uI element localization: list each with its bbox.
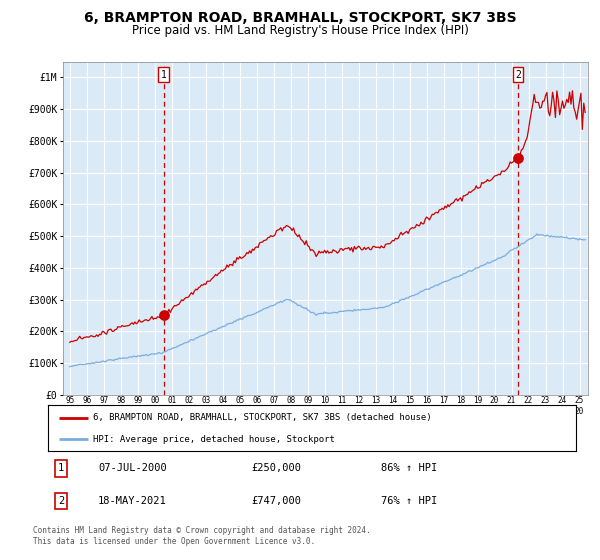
Text: £747,000: £747,000 — [251, 496, 301, 506]
Text: HPI: Average price, detached house, Stockport: HPI: Average price, detached house, Stoc… — [93, 435, 335, 444]
Text: 18-MAY-2021: 18-MAY-2021 — [98, 496, 167, 506]
Text: 1: 1 — [58, 464, 64, 473]
Text: 1: 1 — [161, 70, 167, 80]
Text: 6, BRAMPTON ROAD, BRAMHALL, STOCKPORT, SK7 3BS (detached house): 6, BRAMPTON ROAD, BRAMHALL, STOCKPORT, S… — [93, 413, 431, 422]
Text: £250,000: £250,000 — [251, 464, 301, 473]
Text: Contains HM Land Registry data © Crown copyright and database right 2024.
This d: Contains HM Land Registry data © Crown c… — [33, 526, 371, 546]
Text: 2: 2 — [515, 70, 521, 80]
Text: 76% ↑ HPI: 76% ↑ HPI — [380, 496, 437, 506]
Text: Price paid vs. HM Land Registry's House Price Index (HPI): Price paid vs. HM Land Registry's House … — [131, 24, 469, 36]
Text: 2: 2 — [58, 496, 64, 506]
Text: 07-JUL-2000: 07-JUL-2000 — [98, 464, 167, 473]
Text: 86% ↑ HPI: 86% ↑ HPI — [380, 464, 437, 473]
Point — [159, 311, 169, 320]
Text: 6, BRAMPTON ROAD, BRAMHALL, STOCKPORT, SK7 3BS: 6, BRAMPTON ROAD, BRAMHALL, STOCKPORT, S… — [83, 11, 517, 25]
Point — [513, 153, 523, 162]
